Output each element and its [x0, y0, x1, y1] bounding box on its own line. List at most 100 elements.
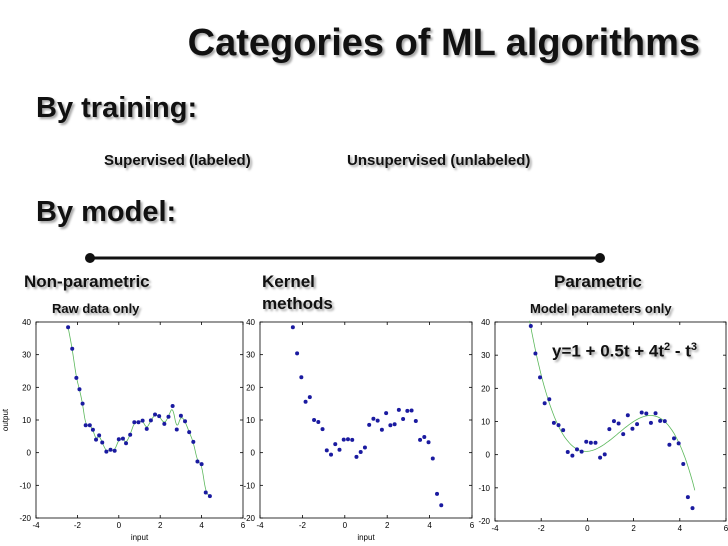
- data-point: [77, 387, 82, 392]
- fit-curve: [67, 327, 211, 497]
- formula-exp2: 3: [690, 341, 698, 353]
- data-point: [170, 403, 175, 408]
- formula-prefix: y=1 + 0.5t + 4t: [552, 341, 664, 361]
- data-point: [413, 418, 418, 423]
- data-point: [316, 419, 321, 424]
- data-point: [528, 323, 533, 328]
- data-point: [533, 351, 538, 356]
- y-tick-label: -10: [478, 484, 490, 493]
- data-point: [593, 440, 598, 445]
- x-tick-label: -2: [538, 524, 546, 533]
- y-tick-label: -20: [243, 514, 255, 523]
- data-point: [561, 428, 566, 433]
- x-tick-label: -4: [256, 521, 264, 530]
- model-parameters-only-label: Model parameters only: [530, 301, 672, 316]
- chart-1-frame: [35, 321, 244, 519]
- data-point: [367, 422, 372, 427]
- data-point: [621, 432, 626, 437]
- data-point: [396, 407, 401, 412]
- data-point: [140, 418, 145, 423]
- parametric-label: Parametric: [554, 272, 642, 291]
- data-point: [538, 375, 543, 380]
- y-axis-label: output: [1, 408, 10, 431]
- y-tick-label: 30: [22, 351, 31, 360]
- x-tick-label: 6: [470, 521, 475, 530]
- data-point: [422, 434, 427, 439]
- data-point: [547, 397, 552, 402]
- data-point: [409, 408, 414, 413]
- data-point: [588, 440, 593, 445]
- data-point: [87, 423, 92, 428]
- data-point: [94, 437, 99, 442]
- y-tick-label: 0: [251, 449, 256, 458]
- y-tick-label: 10: [246, 416, 255, 425]
- slide-title: Categories of ML algorithms: [187, 22, 700, 64]
- formula-mid: - t: [670, 341, 691, 361]
- data-point: [371, 416, 376, 421]
- heading-by-model: By model:: [36, 196, 177, 228]
- data-point: [607, 427, 612, 432]
- x-axis-label: input: [357, 533, 375, 542]
- y-tick-label: 40: [481, 318, 490, 327]
- data-point: [418, 437, 423, 442]
- y-tick-label: 20: [22, 383, 31, 392]
- data-point: [551, 420, 556, 425]
- kernel-label: Kernel: [262, 272, 315, 291]
- data-point: [625, 413, 630, 418]
- data-point: [354, 454, 359, 459]
- y-tick-label: 0: [27, 449, 32, 458]
- data-point: [426, 440, 431, 445]
- y-tick-label: 10: [22, 416, 31, 425]
- x-tick-label: 4: [678, 524, 683, 533]
- data-point: [616, 421, 621, 426]
- x-tick-label: -2: [74, 521, 82, 530]
- data-point: [337, 447, 342, 452]
- x-tick-label: -2: [299, 521, 307, 530]
- data-point: [635, 422, 640, 427]
- x-tick-label: 2: [385, 521, 390, 530]
- raw-data-only-label: Raw data only: [52, 301, 140, 316]
- fit-formula: y=1 + 0.5t + 4t2 - t3: [552, 341, 697, 362]
- data-point: [362, 445, 367, 450]
- data-point: [676, 441, 681, 446]
- spectrum-left-dot: [85, 253, 95, 263]
- fit-curve: [529, 320, 696, 491]
- data-point: [667, 442, 672, 447]
- data-point: [153, 412, 158, 417]
- data-point: [681, 461, 686, 466]
- methods-label: methods: [262, 294, 333, 313]
- x-tick-label: -4: [32, 521, 40, 530]
- data-point: [162, 421, 167, 426]
- y-tick-label: -20: [19, 514, 31, 523]
- data-point: [120, 436, 125, 441]
- data-point: [303, 399, 308, 404]
- non-parametric-label: Non-parametric: [24, 272, 150, 291]
- data-point: [112, 448, 117, 453]
- data-point: [74, 375, 79, 380]
- data-point: [392, 422, 397, 427]
- y-tick-label: 10: [481, 418, 490, 427]
- data-point: [108, 447, 113, 452]
- data-point: [341, 437, 346, 442]
- x-axis-label: input: [131, 533, 149, 542]
- data-point: [128, 432, 133, 437]
- data-point: [324, 448, 329, 453]
- unsupervised-label: Unsupervised (unlabeled): [347, 152, 531, 169]
- data-point: [83, 423, 88, 428]
- data-point: [132, 420, 137, 425]
- x-tick-label: 4: [427, 521, 432, 530]
- data-point: [579, 449, 584, 454]
- x-tick-label: 2: [158, 521, 163, 530]
- data-point: [435, 491, 440, 496]
- y-tick-label: 0: [486, 451, 491, 460]
- x-tick-label: -4: [491, 524, 499, 533]
- data-point: [333, 442, 338, 447]
- data-point: [644, 411, 649, 416]
- x-tick-label: 6: [241, 521, 246, 530]
- data-point: [611, 419, 616, 424]
- x-tick-label: 0: [117, 521, 122, 530]
- data-point: [690, 506, 695, 511]
- data-point: [157, 414, 162, 419]
